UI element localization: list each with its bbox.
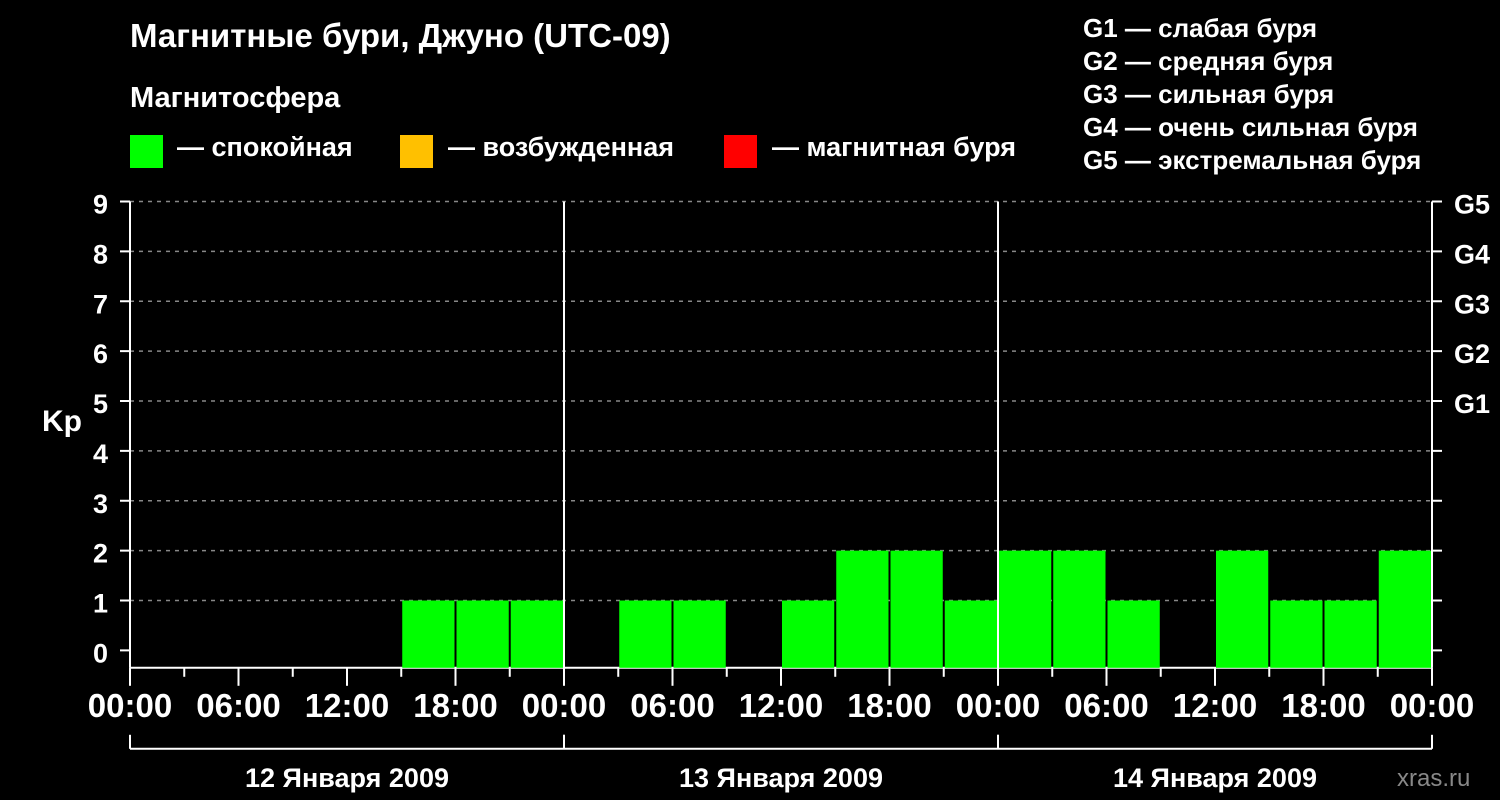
svg-text:7: 7 [93, 289, 108, 319]
svg-text:9: 9 [93, 190, 108, 220]
svg-text:4: 4 [93, 439, 108, 469]
svg-text:18:00: 18:00 [847, 687, 931, 724]
svg-text:0: 0 [93, 638, 108, 668]
svg-text:13 Января 2009: 13 Января 2009 [679, 763, 883, 793]
svg-text:00:00: 00:00 [1390, 687, 1474, 724]
svg-text:5: 5 [93, 389, 108, 419]
svg-text:1: 1 [93, 589, 108, 619]
svg-text:06:00: 06:00 [196, 687, 280, 724]
svg-text:12:00: 12:00 [1173, 687, 1257, 724]
svg-text:18:00: 18:00 [1281, 687, 1365, 724]
svg-text:G1: G1 [1454, 389, 1490, 419]
svg-text:G4: G4 [1454, 239, 1490, 269]
svg-text:2: 2 [93, 539, 108, 569]
svg-text:00:00: 00:00 [522, 687, 606, 724]
svg-text:G3: G3 [1454, 289, 1490, 319]
svg-text:12:00: 12:00 [739, 687, 823, 724]
svg-text:6: 6 [93, 339, 108, 369]
svg-text:3: 3 [93, 489, 108, 519]
svg-text:18:00: 18:00 [413, 687, 497, 724]
svg-text:12 Января 2009: 12 Января 2009 [245, 763, 449, 793]
svg-text:00:00: 00:00 [88, 687, 172, 724]
svg-text:06:00: 06:00 [1064, 687, 1148, 724]
svg-text:8: 8 [93, 239, 108, 269]
svg-text:12:00: 12:00 [305, 687, 389, 724]
svg-text:G2: G2 [1454, 339, 1490, 369]
svg-text:14 Января 2009: 14 Января 2009 [1113, 763, 1317, 793]
svg-text:G5: G5 [1454, 190, 1490, 220]
svg-text:06:00: 06:00 [630, 687, 714, 724]
svg-text:00:00: 00:00 [956, 687, 1040, 724]
